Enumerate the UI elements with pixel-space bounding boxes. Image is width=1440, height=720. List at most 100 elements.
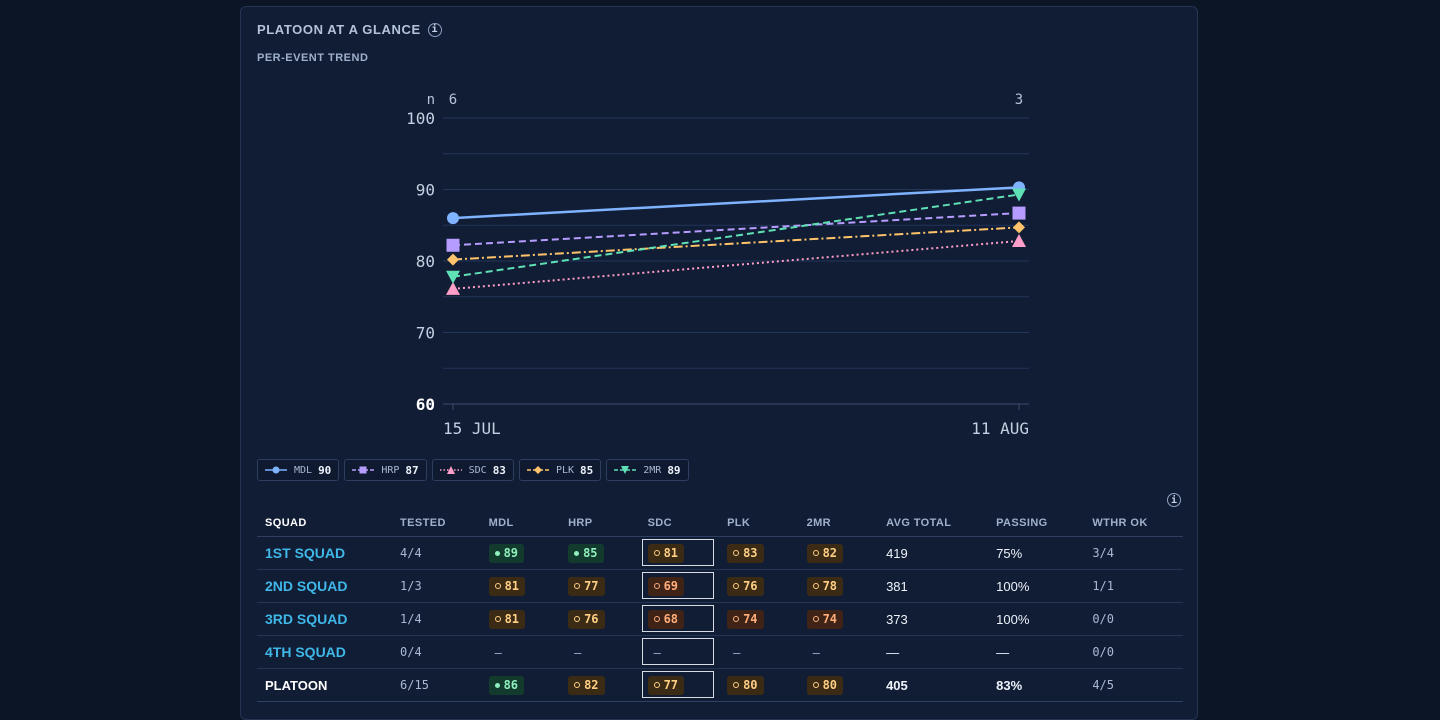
column-header-tested[interactable]: TESTED: [392, 510, 481, 537]
legend-item-hrp[interactable]: HRP 87: [344, 459, 427, 481]
status-dot-icon: [812, 550, 819, 556]
legend-label: 2MR: [643, 464, 662, 476]
score-cell: 80: [798, 668, 879, 702]
status-dot-icon: [494, 583, 501, 589]
score-cell: —: [480, 635, 561, 669]
table-info-icon[interactable]: i: [1167, 493, 1181, 507]
status-dot-icon: [494, 550, 500, 556]
legend-swatch: [352, 466, 375, 474]
passing-cell: 100%: [988, 569, 1085, 603]
passing-cell: —: [988, 635, 1085, 669]
weather-ok-cell: 4/5: [1084, 668, 1183, 702]
status-dot-icon: [494, 616, 501, 622]
score-cell: —: [719, 635, 799, 669]
score-chip: 76: [727, 576, 764, 596]
legend-value: 90: [318, 463, 332, 477]
score-chip: 81: [488, 576, 526, 596]
platoon-card: PLATOON AT A GLANCE i PER-EVENT TREND 60…: [240, 6, 1198, 720]
score-value: 81: [663, 546, 679, 560]
point-hrp: [446, 238, 460, 252]
table-row: 4TH SQUAD 0/4— — — — — — —0/0: [257, 635, 1183, 669]
squad-cell[interactable]: 3RD SQUAD: [257, 602, 393, 636]
score-chip: 89: [488, 543, 525, 563]
tested-cell: 1/3: [392, 569, 481, 603]
score-cell: 76: [560, 602, 640, 636]
legend-item-2mr[interactable]: 2MR 89: [606, 459, 689, 481]
score-chip: 74: [806, 609, 844, 629]
column-header-sdc[interactable]: SDC: [639, 510, 720, 537]
score-cell: —: [639, 635, 720, 669]
squad-link[interactable]: 3RD SQUAD: [265, 611, 348, 627]
score-chip: 86: [488, 675, 525, 695]
score-value: 82: [584, 678, 599, 692]
avg-total-cell: 419: [878, 536, 989, 570]
column-header-passing[interactable]: PASSING: [988, 510, 1085, 537]
squad-cell[interactable]: 4TH SQUAD: [257, 635, 393, 669]
legend-item-sdc[interactable]: SDC 83: [431, 459, 514, 481]
tested-cell: 1/4: [392, 602, 481, 636]
series-line-mdl: [452, 186, 1020, 220]
score-cell: —: [798, 635, 879, 669]
info-icon[interactable]: i: [427, 22, 442, 37]
table-body: 1ST SQUAD 4/4 89 85 81 83 82 419 75% 3/4 2ND SQUAD…: [257, 536, 1183, 702]
legend-label: SDC: [468, 464, 487, 476]
point-2mr: [446, 270, 460, 284]
table-row: 3RD SQUAD 1/4 81 76 68 74 74 373 100% 0/0: [257, 602, 1183, 636]
column-header-hrp[interactable]: HRP: [560, 510, 640, 537]
score-chip: 82: [568, 675, 605, 695]
score-chip: 81: [647, 543, 685, 563]
score-value: 89: [503, 546, 519, 560]
table-row: 1ST SQUAD 4/4 89 85 81 83 82 419 75% 3/4: [257, 536, 1183, 570]
platoon-label: PLATOON: [265, 677, 328, 693]
legend-value: 85: [580, 463, 594, 477]
point-mdl: [447, 212, 459, 225]
status-dot-icon: [574, 550, 580, 556]
score-value: 68: [663, 612, 679, 626]
squad-link[interactable]: 4TH SQUAD: [265, 644, 346, 660]
score-value: 76: [743, 579, 758, 593]
status-dot-icon: [574, 583, 581, 589]
tested-cell: 0/4: [392, 635, 481, 669]
legend-value: 89: [667, 463, 681, 477]
legend-item-plk[interactable]: PLK 85: [518, 459, 602, 481]
score-chip: 80: [727, 675, 764, 695]
n-count: 3: [1015, 92, 1023, 108]
chart-legend: MDL 90 HRP 87 SDC 83 PLK 85 2MR 89: [257, 459, 689, 481]
score-value: 69: [663, 579, 679, 593]
legend-label: HRP: [381, 464, 400, 476]
squad-cell: PLATOON: [257, 668, 393, 702]
score-cell: 77: [639, 668, 720, 702]
legend-swatch: [265, 466, 287, 474]
score-value: 77: [584, 579, 599, 593]
series-line-sdc: [452, 239, 1020, 290]
empty-score: —: [574, 645, 582, 660]
score-chip: 81: [488, 609, 526, 629]
score-cell: 80: [719, 668, 799, 702]
squad-link[interactable]: 1ST SQUAD: [265, 545, 346, 561]
squad-cell[interactable]: 1ST SQUAD: [257, 536, 393, 570]
score-value: 83: [743, 546, 758, 560]
score-cell: 76: [719, 569, 799, 603]
squad-link[interactable]: 2ND SQUAD: [265, 578, 348, 594]
column-header-mdl[interactable]: MDL: [480, 510, 561, 537]
tested-cell: 6/15: [392, 668, 481, 702]
column-header-2mr[interactable]: 2MR: [798, 510, 879, 537]
squad-cell[interactable]: 2ND SQUAD: [257, 569, 393, 603]
column-header-wthr-ok[interactable]: WTHR OK: [1084, 510, 1183, 537]
score-cell: 83: [719, 536, 799, 570]
legend-item-mdl[interactable]: MDL 90: [257, 459, 340, 481]
status-dot-icon: [812, 682, 819, 688]
series-line-2mr: [452, 193, 1020, 278]
score-chip: 83: [727, 543, 764, 563]
score-cell: 82: [798, 536, 879, 570]
column-header-plk[interactable]: PLK: [719, 510, 799, 537]
column-header-avg-total[interactable]: AVG TOTAL: [878, 510, 989, 537]
column-header-squad[interactable]: SQUAD: [257, 510, 393, 537]
x-tick-label: 15 JUL: [443, 419, 501, 438]
score-cell: 85: [560, 536, 640, 570]
point-2mr: [1012, 188, 1026, 202]
y-tick-label: 80: [416, 252, 435, 271]
score-chip: 76: [568, 609, 605, 629]
passing-cell: 83%: [988, 668, 1085, 702]
series-line-hrp: [452, 212, 1020, 247]
